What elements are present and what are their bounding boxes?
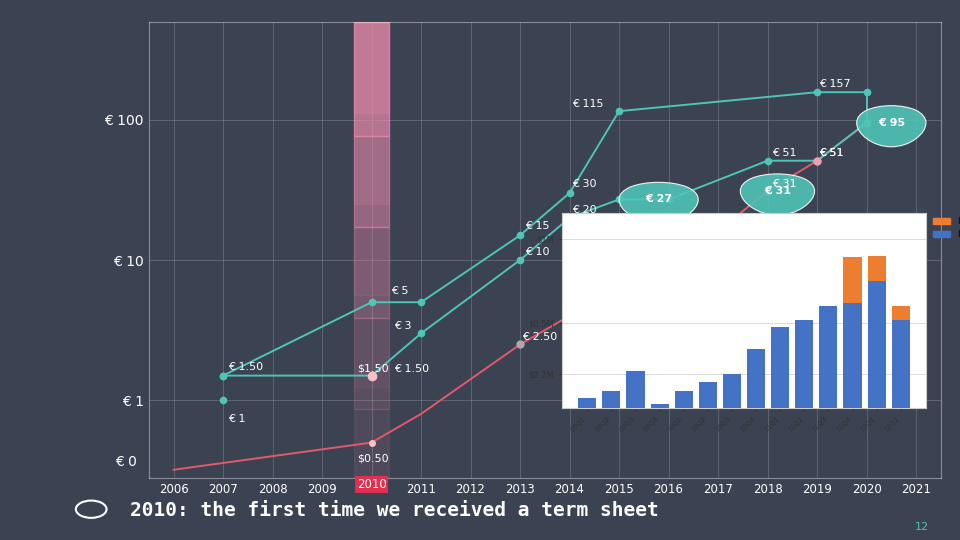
Text: € 115: € 115 [572, 99, 604, 109]
Bar [892, 306, 910, 320]
Text: € 10: € 10 [525, 247, 549, 257]
Text: € 51: € 51 [773, 148, 797, 158]
Bar [354, 22, 389, 478]
Bar [354, 22, 389, 113]
Text: € 15: € 15 [525, 221, 549, 231]
Text: € 51: € 51 [820, 148, 844, 158]
Ellipse shape [856, 106, 926, 147]
Bar [868, 255, 886, 281]
Text: € 95: € 95 [877, 118, 905, 128]
Text: € 0: € 0 [115, 455, 137, 469]
Ellipse shape [740, 174, 815, 215]
Text: € 2.50: € 2.50 [522, 332, 558, 342]
Text: € 157: € 157 [820, 79, 852, 89]
Bar [354, 318, 389, 409]
Bar [627, 370, 644, 408]
Text: € 27: € 27 [645, 194, 672, 205]
Bar [354, 409, 389, 478]
Text: € 5: € 5 [392, 286, 409, 296]
Bar [354, 22, 389, 295]
Text: € 1: € 1 [228, 414, 246, 424]
Bar [723, 374, 741, 408]
Text: € 31: € 31 [773, 179, 797, 189]
Text: € 31: € 31 [764, 186, 791, 196]
Bar [820, 306, 837, 408]
Bar [795, 320, 813, 408]
Text: € 3: € 3 [394, 321, 411, 332]
Ellipse shape [619, 183, 698, 224]
Bar [354, 22, 389, 387]
Text: € 51: € 51 [820, 148, 844, 158]
Bar [354, 136, 389, 227]
Text: € 1.50: € 1.50 [228, 362, 263, 372]
Text: € 1.50: € 1.50 [394, 363, 429, 374]
Bar [868, 281, 886, 408]
Legend: ISB, ISC: ISB, ISC [930, 213, 960, 242]
Bar [651, 404, 668, 408]
Bar [892, 320, 910, 408]
Bar [578, 397, 596, 408]
Bar [675, 391, 693, 408]
Bar [771, 327, 789, 408]
Bar [354, 22, 389, 204]
Bar [354, 227, 389, 318]
Bar [354, 22, 389, 136]
Bar [602, 391, 620, 408]
Text: 2010: the first time we received a term sheet: 2010: the first time we received a term … [130, 501, 659, 520]
Text: 12: 12 [915, 522, 929, 532]
Text: € 20: € 20 [572, 205, 597, 215]
Bar [844, 257, 861, 303]
Bar [747, 348, 765, 408]
Text: $1.50: $1.50 [357, 363, 389, 374]
Text: 2010: 2010 [357, 478, 387, 491]
Text: € 30: € 30 [572, 179, 596, 189]
Text: $0.50: $0.50 [357, 453, 389, 463]
Bar [699, 382, 717, 408]
Bar [844, 303, 861, 408]
